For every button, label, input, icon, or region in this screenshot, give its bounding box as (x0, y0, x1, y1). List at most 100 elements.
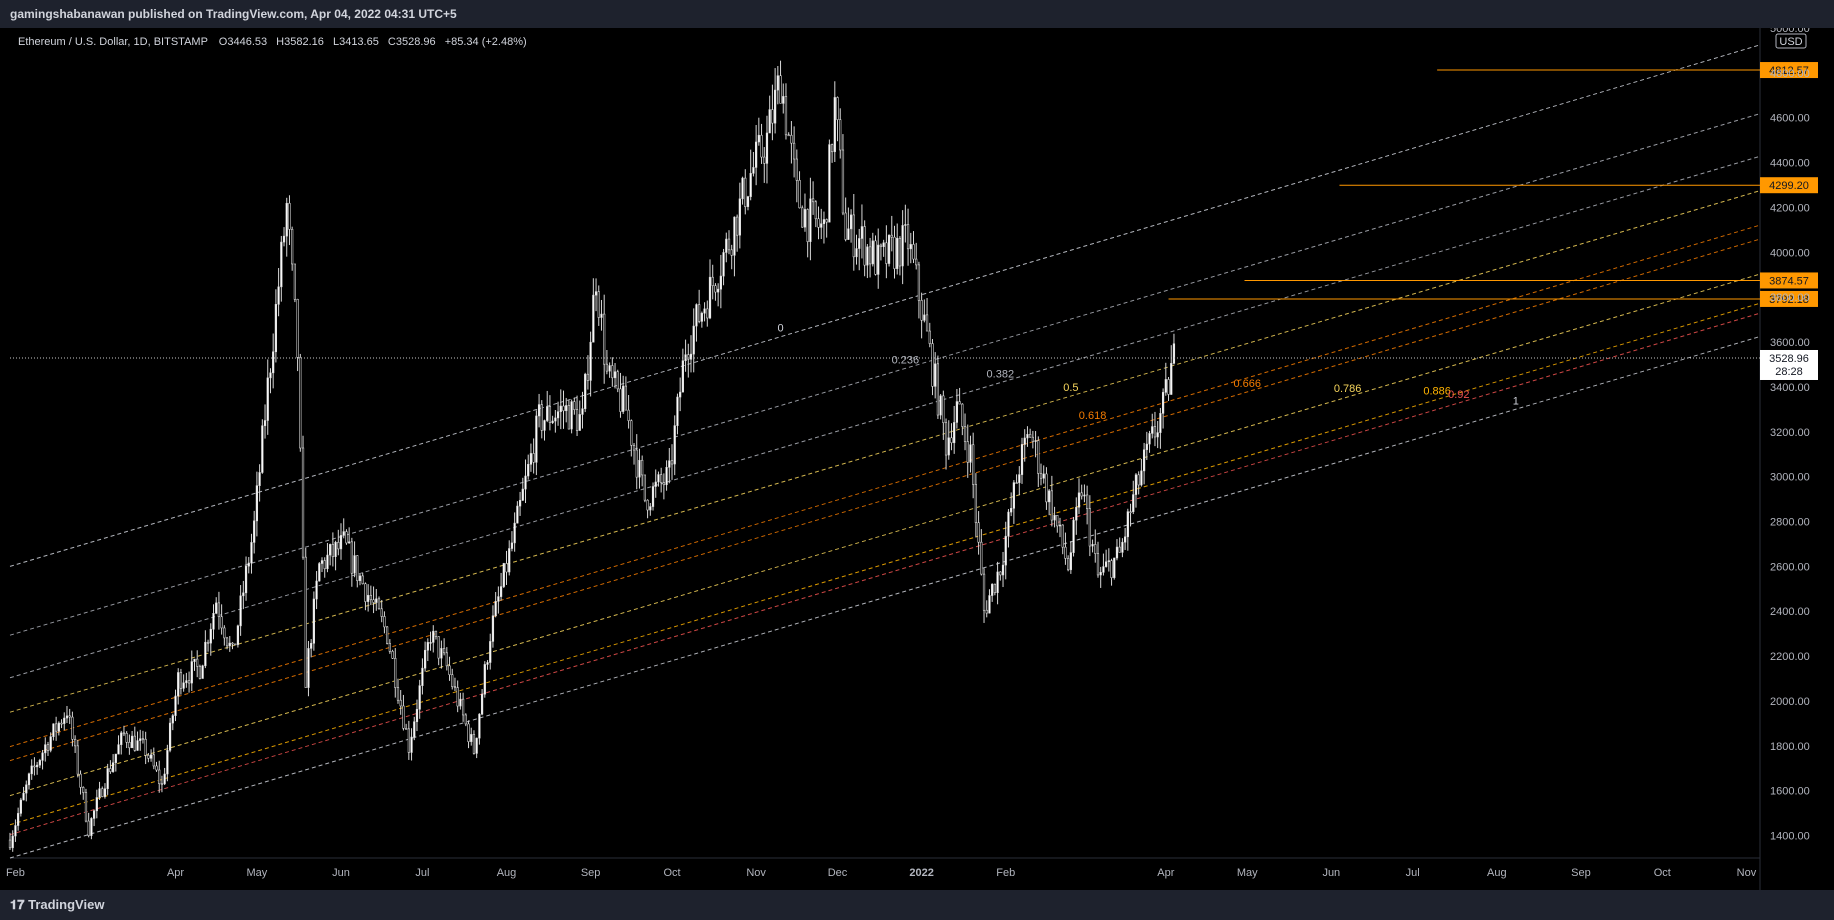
candle-body (1031, 436, 1034, 442)
candle-body (730, 249, 733, 256)
y-tick-label: 2800.00 (1770, 517, 1810, 529)
candle-body (1134, 474, 1138, 495)
candle-body (1129, 511, 1132, 513)
candle-body (795, 158, 798, 181)
fib-label-0-382: 0.382 (987, 369, 1015, 381)
candle-body (483, 664, 486, 695)
candle-body (337, 542, 340, 550)
candle-body (855, 248, 858, 258)
candle-body (508, 548, 511, 573)
candle-body (1007, 511, 1010, 537)
x-tick-label: Sep (1571, 867, 1591, 879)
x-tick-label: Feb (996, 867, 1015, 879)
candle-body (345, 531, 348, 544)
candle-body (1132, 494, 1135, 513)
candle-body (679, 391, 682, 398)
candle-body (890, 234, 893, 238)
candle-body (128, 742, 131, 749)
candle-body (792, 142, 796, 160)
candle-body (117, 744, 120, 755)
y-tick-label: 3400.00 (1770, 382, 1810, 394)
candle-body (863, 226, 866, 266)
candle-body (570, 401, 573, 430)
tradingview-logo[interactable]: 𝟏𝟕 TradingView (10, 890, 104, 920)
candle-body (225, 637, 229, 647)
candle-body (410, 736, 413, 753)
candle-body (581, 408, 584, 415)
y-tick-label: 1600.00 (1770, 786, 1810, 798)
candle-body (711, 276, 714, 286)
symbol-title: Ethereum / U.S. Dollar, 1D, BITSTAMP O34… (18, 36, 527, 48)
candle-body (915, 258, 918, 266)
y-tick-label: 3200.00 (1770, 427, 1810, 439)
candle-body (611, 365, 614, 379)
candle-body (1064, 546, 1067, 559)
y-tick-label: 3600.00 (1770, 337, 1810, 349)
candle-body (955, 401, 959, 423)
candle-body (535, 415, 538, 463)
candle-body (1151, 426, 1154, 434)
candle-body (749, 173, 752, 197)
candle-body (1088, 508, 1091, 547)
fib-line-0-666 (9, 238, 1761, 762)
candle-body (339, 535, 343, 550)
price-chart[interactable]: 3528.9628:284812.574299.203874.573792.18… (0, 28, 1834, 890)
candle-body (432, 630, 435, 643)
candle-body (1053, 515, 1056, 521)
candle-body (619, 388, 622, 412)
candle-body (326, 554, 329, 570)
candle-body (1172, 343, 1176, 364)
candle-body (22, 792, 25, 801)
candle-body (236, 625, 240, 645)
candle-body (518, 499, 522, 507)
fib-label-1: 1 (1513, 395, 1519, 407)
x-tick-label: May (1237, 867, 1258, 879)
candle-body (934, 363, 937, 387)
y-tick-label: 1400.00 (1770, 831, 1810, 843)
fib-line-0-618 (9, 224, 1761, 748)
candle-body (567, 405, 571, 430)
candle-body (434, 630, 438, 637)
candle-body (529, 453, 533, 465)
price-axis[interactable]: 5000.00 4800.00 4600.00 4400.00 4200.00 4000.… (1770, 28, 1810, 843)
publish-header: gamingshabanawan published on TradingVie… (0, 0, 1834, 28)
candle-body (310, 642, 313, 649)
candle-body (426, 642, 429, 651)
candle-body (660, 474, 663, 483)
fib-line-0-5 (9, 190, 1761, 713)
candle-body (84, 792, 88, 822)
candle-body (209, 628, 212, 644)
candle-body (893, 236, 896, 269)
candle-body (912, 244, 915, 260)
candle-body (540, 404, 543, 431)
candle-body (817, 218, 820, 228)
candle-body (348, 541, 351, 544)
close-label: C (388, 36, 396, 48)
candle-body (646, 499, 649, 511)
candle-body (700, 312, 703, 322)
candle-body (521, 488, 524, 501)
candle-body (1034, 440, 1037, 442)
time-axis[interactable]: Feb Apr May Jun Jul Aug Sep Oct Nov Dec 2022 Feb Apr… (6, 867, 1757, 879)
x-tick-label: Aug (1487, 867, 1507, 879)
high-value: 3582.16 (284, 36, 324, 48)
candle-body (925, 314, 929, 332)
candle-body (358, 575, 362, 582)
candle-body (717, 288, 720, 293)
fib-label-0: 0 (777, 323, 783, 335)
x-tick-label: Oct (1654, 867, 1671, 879)
candle-body (494, 601, 497, 617)
candle-body (738, 198, 741, 236)
price-marker-badge (1760, 272, 1818, 289)
candle-body (182, 682, 185, 689)
currency-badge[interactable]: USD (1775, 33, 1807, 49)
candle-body (133, 735, 136, 751)
candle-body (198, 665, 202, 679)
candle-body (90, 818, 93, 836)
candle-body (871, 240, 874, 265)
candle-body (171, 715, 174, 724)
candle-body (833, 97, 836, 153)
candle-body (668, 460, 671, 468)
candle-body (953, 422, 956, 444)
candle-body (608, 365, 611, 372)
